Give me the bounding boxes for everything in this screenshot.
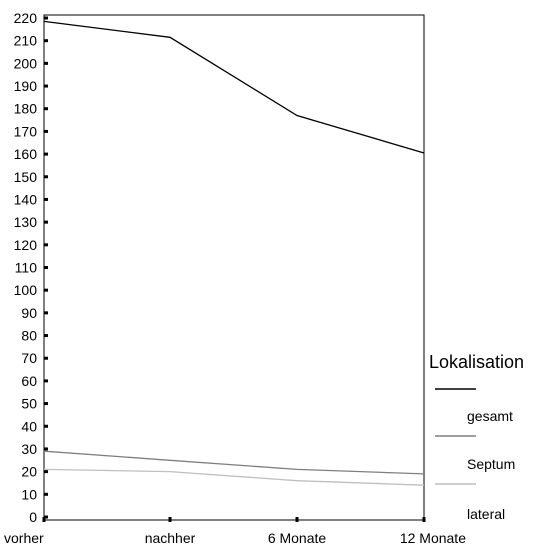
- y-tick-label: 60: [21, 373, 37, 389]
- series-line-lateral: [43, 468, 425, 486]
- x-tick-label: 12 Monate: [400, 530, 466, 546]
- y-tick-label: 0: [29, 509, 37, 525]
- x-tick-label: vorher: [4, 530, 44, 546]
- y-tick-label: 40: [21, 418, 37, 434]
- y-tick-label: 30: [21, 441, 37, 457]
- x-tick-label: nachher: [145, 530, 196, 546]
- y-tick-label: 70: [21, 350, 37, 366]
- y-tick-label: 140: [14, 191, 38, 207]
- y-tick-label: 190: [14, 78, 38, 94]
- legend-label-gesamt: gesamt: [467, 408, 513, 424]
- y-tick-label: 110: [15, 260, 38, 276]
- y-tick-label: 220: [14, 10, 38, 26]
- y-tick-label: 150: [14, 169, 38, 185]
- legend: Lokalisation gesamt Septum lateral: [429, 352, 524, 522]
- plot-area-frame: [43, 14, 425, 521]
- series-line-gesamt: [43, 20, 425, 154]
- y-tick-label: 80: [21, 328, 37, 344]
- y-tick-label: 100: [14, 282, 38, 298]
- x-tick-label: 6 Monate: [268, 530, 327, 546]
- y-tick-label: 170: [14, 123, 38, 139]
- legend-label-lateral: lateral: [467, 506, 505, 522]
- legend-title: Lokalisation: [429, 352, 524, 372]
- x-axis-ticks: vorher nachher 6 Monate 12 Monate: [4, 517, 466, 546]
- y-tick-label: 200: [14, 55, 38, 71]
- series-line-septum: [43, 450, 425, 475]
- legend-label-septum: Septum: [467, 456, 515, 472]
- y-tick-label: 210: [14, 33, 38, 49]
- y-tick-label: 180: [14, 101, 38, 117]
- y-tick-label: 90: [21, 305, 37, 321]
- y-tick-label: 160: [14, 146, 38, 162]
- y-tick-label: 120: [14, 237, 38, 253]
- y-axis-ticks: 0 10 20 30 40 50 60 70 80 90 100 110 120 130 140 150 160…: [14, 10, 48, 525]
- y-tick-label: 20: [21, 464, 37, 480]
- y-tick-label: 130: [14, 214, 38, 230]
- y-tick-label: 50: [21, 396, 37, 412]
- y-tick-label: 10: [21, 486, 37, 502]
- series-lines: [43, 20, 425, 486]
